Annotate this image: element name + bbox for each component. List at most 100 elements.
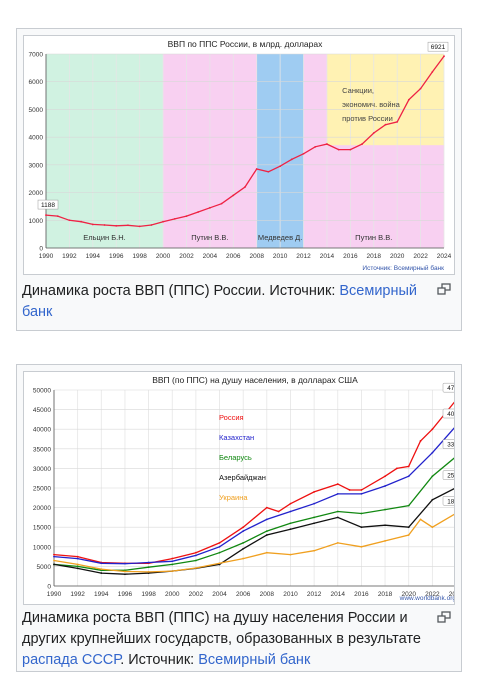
annotation-text: Санкции,: [342, 86, 374, 95]
data-point: [396, 121, 399, 123]
data-point: [76, 563, 79, 566]
data-point: [220, 202, 223, 205]
x-tick-label: 1996: [118, 591, 133, 598]
y-tick-label: 3000: [29, 162, 44, 169]
end-label-box: [427, 41, 449, 52]
ussr-dissolution-link[interactable]: распада СССР: [22, 652, 121, 668]
data-point: [147, 566, 150, 569]
end-value-label: 18550: [442, 496, 454, 506]
period-band: [46, 54, 164, 248]
end-value-label: 33006: [442, 439, 454, 449]
data-point: [91, 223, 94, 226]
series-line: [53, 427, 454, 565]
data-point: [326, 143, 328, 145]
legend-entry: Азербайджан: [219, 473, 266, 482]
data-point: [384, 508, 386, 511]
data-point: [76, 567, 79, 570]
data-point: [443, 55, 445, 58]
data-point: [124, 570, 126, 573]
data-point: [431, 475, 434, 478]
data-point: [360, 526, 363, 529]
data-point: [171, 570, 174, 573]
data-point: [194, 554, 197, 557]
data-point: [76, 557, 79, 560]
data-point: [431, 498, 434, 501]
data-point: [431, 71, 434, 73]
data-point: [336, 510, 339, 513]
data-point: [289, 502, 292, 505]
end-value-label: 25089: [442, 470, 454, 480]
enlarge-icon[interactable]: [437, 283, 451, 295]
data-point: [53, 563, 55, 566]
chart-image-gdp-russia[interactable]: Ельцин Б.Н. Путин В.В. Медведев Д. Путин В.…: [23, 35, 455, 275]
source-link[interactable]: Всемирный банк: [22, 283, 418, 320]
data-point: [197, 211, 200, 213]
annotation-text: экономич. война: [342, 100, 400, 109]
data-point: [115, 224, 118, 227]
data-point: [313, 549, 316, 552]
data-point: [147, 570, 150, 573]
data-point: [100, 562, 103, 565]
chart-image-gdp-per-capita[interactable]: 1990 1992 1994 1996 1998 2000 2002 2004 2006 2008…: [23, 371, 455, 605]
x-tick-label: 2022: [413, 253, 428, 260]
data-point: [45, 214, 47, 216]
source-note: www.worldbank.org: [399, 595, 454, 602]
y-tick-label: 40000: [33, 427, 51, 434]
data-point: [431, 451, 434, 454]
data-point: [218, 541, 221, 544]
enlarge-icon[interactable]: [437, 611, 451, 623]
data-point: [76, 555, 79, 558]
data-point: [242, 541, 245, 544]
figure-caption: Динамика роста ВВП (ППС) России. Источни…: [22, 281, 433, 323]
x-tick-label: 2000: [156, 253, 171, 260]
data-point: [53, 559, 55, 562]
x-tick-label: 2002: [179, 253, 194, 260]
period-label: Ельцин Б.Н.: [83, 233, 126, 242]
source-link[interactable]: Всемирный банк: [198, 652, 311, 668]
data-point: [194, 567, 197, 569]
x-tick-label: 2020: [390, 253, 405, 260]
data-point: [289, 510, 292, 513]
legend-entry: Казахстан: [219, 433, 254, 442]
sanctions-band: [326, 54, 444, 146]
end-label-text: 6921: [431, 44, 446, 51]
data-point: [336, 541, 339, 544]
data-point: [360, 492, 363, 495]
period-label: Медведев Д.: [258, 233, 302, 242]
x-tick-label: 2016: [343, 253, 358, 260]
x-tick-label: 2022: [425, 591, 440, 598]
x-tick-label: 2012: [307, 591, 322, 598]
legend-entry: Беларусь: [219, 453, 252, 462]
data-point: [407, 526, 410, 529]
end-label-box: [442, 496, 454, 506]
data-point: [384, 485, 386, 487]
data-point: [314, 145, 317, 148]
data-point: [372, 132, 375, 134]
data-point: [384, 475, 386, 478]
y-tick-label: 10000: [33, 544, 51, 551]
data-point: [419, 440, 422, 442]
x-tick-label: 1992: [70, 591, 85, 598]
x-tick-label: 2024: [449, 591, 454, 598]
data-point: [265, 530, 268, 533]
data-point: [147, 561, 150, 564]
data-point: [265, 518, 268, 521]
data-point: [171, 563, 174, 566]
data-point: [150, 224, 153, 226]
end-label-text: 33006: [447, 442, 454, 449]
data-point: [208, 206, 211, 209]
data-point: [242, 526, 245, 529]
data-point: [384, 123, 387, 126]
data-point: [419, 518, 422, 521]
gdp-russia-chart: Ельцин Б.Н. Путин В.В. Медведев Д. Путин В.…: [29, 39, 452, 272]
data-point: [103, 224, 106, 226]
data-point: [185, 215, 188, 218]
data-point: [162, 220, 164, 223]
x-tick-label: 1996: [109, 253, 124, 260]
data-point: [279, 165, 282, 168]
data-point: [242, 557, 245, 560]
x-tick-label: 2020: [401, 591, 416, 598]
y-tick-label: 1000: [29, 218, 44, 225]
data-point: [171, 557, 174, 560]
data-point: [395, 467, 398, 470]
